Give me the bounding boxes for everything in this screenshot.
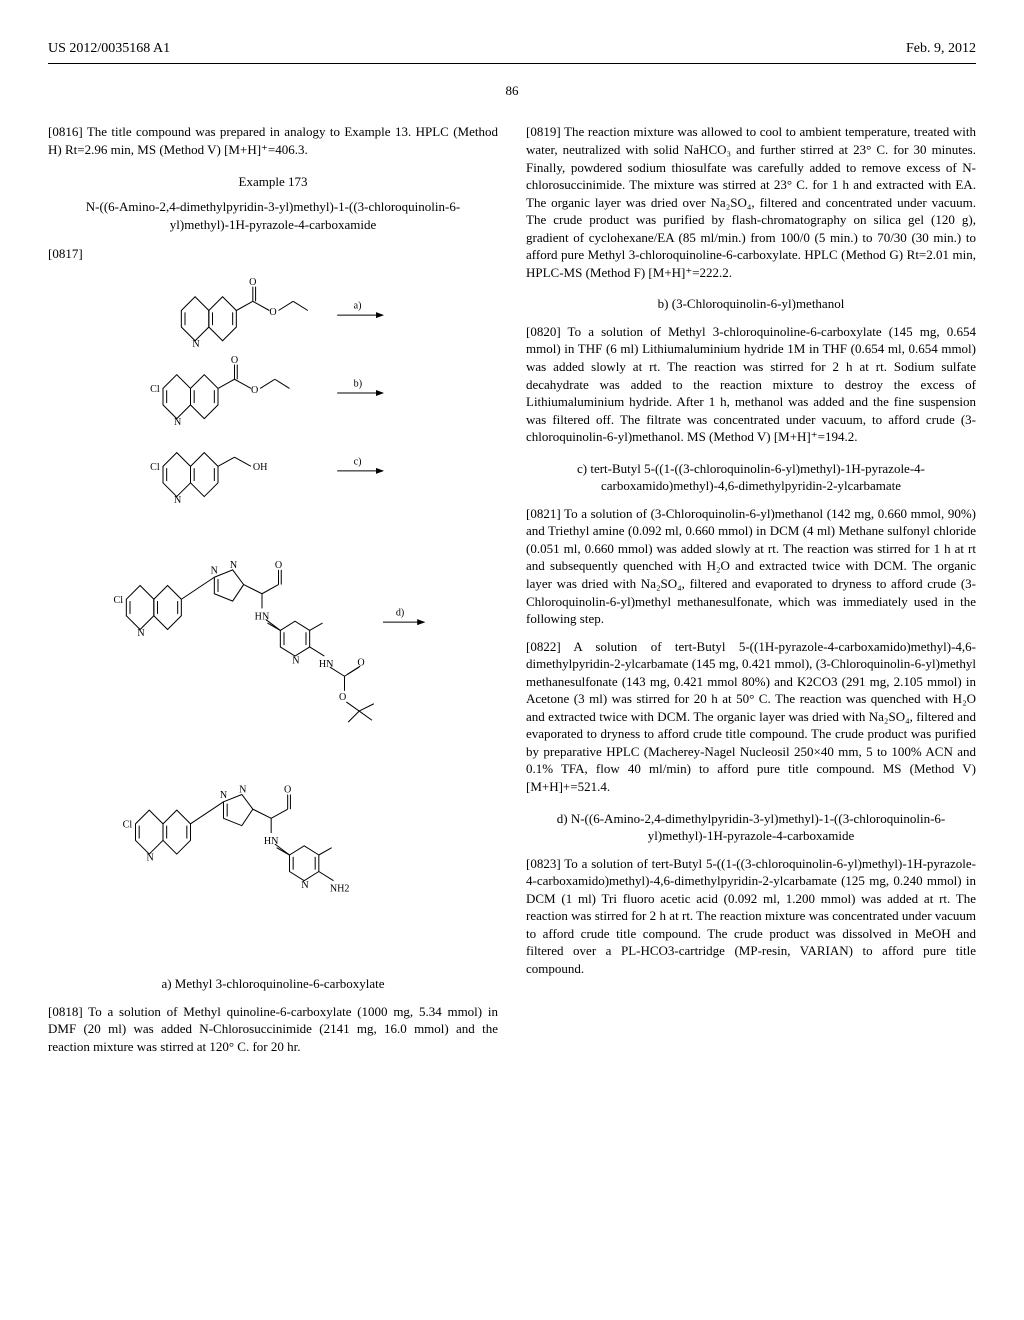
atom-cl: Cl [150,462,160,473]
structure-1: N O O [181,277,307,350]
label-d: d) [396,607,404,618]
atom-n: N [230,560,238,571]
paragraph-0822: [0822] A solution of tert-Butyl 5-((1H-p… [526,638,976,796]
paragraph-0818: [0818] To a solution of Methyl quinoline… [48,1003,498,1056]
structure-3: Cl N OH [150,452,267,505]
paragraph-0820: [0820] To a solution of Methyl 3-chloroq… [526,323,976,446]
section-a-title: a) Methyl 3-chloroquinoline-6-carboxylat… [48,975,498,993]
page-number: 86 [48,82,976,100]
example-label: Example 173 [48,173,498,191]
header-rule [48,63,976,64]
atom-o2: O [269,307,276,318]
reaction-scheme-svg: N O O a) Cl [108,273,438,953]
atom-cl: Cl [114,595,124,606]
page-header: US 2012/0035168 A1 Feb. 9, 2012 [48,40,976,59]
atom-n: N [239,784,247,795]
atom-n: N [292,655,300,666]
section-b-title: b) (3-Chloroquinolin-6-yl)methanol [526,295,976,313]
paragraph-0819: [0819] The reaction mixture was allowed … [526,123,976,281]
paragraph-0817: [0817] [48,245,498,263]
atom-n: N [211,565,219,576]
structure-4: Cl N N N [114,560,374,722]
paragraph-0816: [0816] The title compound was prepared i… [48,123,498,158]
label-b: b) [354,378,362,389]
atom-n: N [174,417,182,428]
atom-oh: OH [253,462,268,473]
atom-o: O [249,277,256,288]
atom-cl: Cl [123,819,133,830]
atom-o: O [231,354,238,365]
structure-5: Cl N N N O [123,784,350,894]
two-column-layout: [0816] The title compound was prepared i… [48,123,976,1065]
structure-2: Cl N O O [150,354,289,427]
section-d-title: d) N-((6-Amino-2,4-dimethylpyridin-3-yl)… [526,810,976,845]
atom-o2: O [251,385,258,396]
atom-nh2: NH2 [330,883,350,894]
paragraph-0823: [0823] To a solution of tert-Butyl 5-((1… [526,855,976,978]
atom-o: O [339,692,346,703]
header-right: Feb. 9, 2012 [906,40,976,59]
label-c: c) [354,456,362,467]
left-column: [0816] The title compound was prepared i… [48,123,498,1065]
section-c-title: c) tert-Butyl 5-((1-((3-chloroquinolin-6… [526,460,976,495]
atom-o: O [357,657,364,668]
atom-n: N [192,339,200,350]
atom-n: N [220,790,228,801]
atom-n: N [301,880,309,891]
atom-o: O [284,784,291,795]
atom-n: N [174,495,182,506]
atom-n: N [147,852,155,863]
label-a: a) [354,300,362,311]
header-left: US 2012/0035168 A1 [48,40,170,59]
atom-o: O [275,560,282,571]
right-column: [0819] The reaction mixture was allowed … [526,123,976,1065]
paragraph-0821: [0821] To a solution of (3-Chloroquinoli… [526,505,976,628]
compound-name: N-((6-Amino-2,4-dimethylpyridin-3-yl)met… [48,198,498,233]
atom-n: N [137,628,145,639]
reaction-scheme-figure: N O O a) Cl [48,273,498,958]
atom-cl: Cl [150,384,160,395]
